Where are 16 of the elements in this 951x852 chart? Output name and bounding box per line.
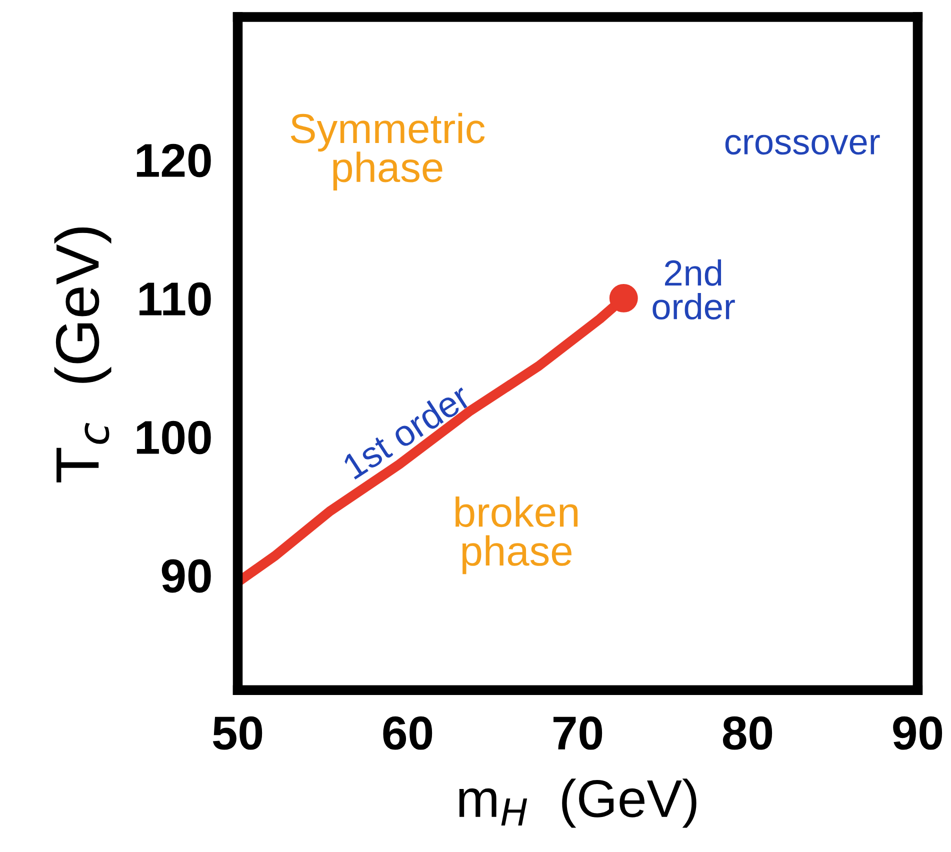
annotation: crossover <box>725 134 880 155</box>
x-tick-label: 80 <box>722 716 772 750</box>
annotation: Symmetric phase <box>290 112 485 190</box>
y-tick-label: 100 <box>136 420 211 454</box>
x-tick-label: 50 <box>212 716 262 750</box>
x-tick-label: 90 <box>893 716 942 750</box>
y-tick-label: 110 <box>140 282 211 316</box>
x-tick-label: 70 <box>554 716 602 750</box>
annotation: 1st order <box>341 382 472 480</box>
annotation: broken phase <box>456 496 578 574</box>
annotation: 2nd order <box>652 259 735 320</box>
x-axis-title: m$_{H}$ (GeV) <box>459 778 696 828</box>
y-tick-label: 120 <box>136 144 211 178</box>
y-tick-label: 90 <box>162 559 211 593</box>
x-tick-label: 60 <box>383 716 432 750</box>
y-axis-title: T$_{c}$ (GeV) <box>54 227 112 482</box>
